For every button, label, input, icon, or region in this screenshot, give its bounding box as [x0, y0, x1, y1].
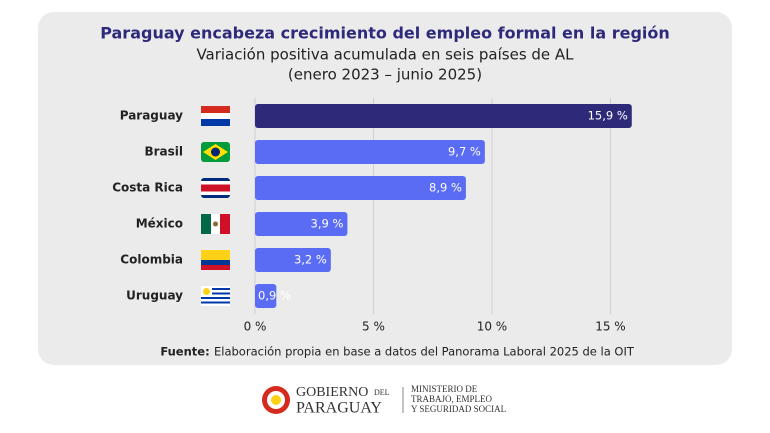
logo: GOBIERNO DEL PARAGUAY MINISTERIO DE TRAB…: [262, 384, 506, 417]
ministry-text: MINISTERIO DE: [411, 384, 478, 394]
flag: [201, 286, 230, 306]
flag: [201, 178, 230, 198]
flag: [201, 214, 230, 234]
y-tick-label: Uruguay: [126, 289, 183, 303]
bar: [255, 104, 632, 128]
y-tick-label: Paraguay: [120, 109, 183, 123]
bar: [255, 140, 485, 164]
value-label: 15,9 %: [588, 109, 628, 123]
ministry-text: Y SEGURIDAD SOCIAL: [411, 404, 506, 414]
flag: [201, 142, 230, 162]
bar: [255, 212, 348, 236]
bar: [255, 284, 277, 308]
logo-text: PARAGUAY: [296, 400, 382, 417]
x-tick-label: 10 %: [477, 320, 508, 334]
value-label: 3,2 %: [294, 253, 327, 267]
x-tick-label: 5 %: [362, 320, 385, 334]
value-label: 0,9 %: [258, 289, 291, 303]
source-text: Elaboración propia en base a datos del P…: [214, 345, 635, 359]
bar: [255, 248, 331, 272]
grid: [254, 98, 611, 314]
value-label: 3,9 %: [311, 217, 344, 231]
flag: [201, 106, 230, 126]
value-label: 8,9 %: [429, 181, 462, 195]
ministry-text: TRABAJO, EMPLEO: [411, 394, 493, 404]
subtitle: (enero 2023 – junio 2025): [288, 66, 482, 84]
logo-text: GOBIERNO: [296, 385, 368, 400]
chart-title: Paraguay encabeza crecimiento del empleo…: [100, 24, 670, 43]
logo-text: DEL: [374, 388, 390, 397]
y-tick-label: Brasil: [144, 145, 183, 159]
y-tick-label: Costa Rica: [112, 181, 183, 195]
y-tick-label: México: [136, 217, 183, 231]
x-tick-label: 0 %: [244, 320, 267, 334]
flag: [201, 250, 230, 270]
y-tick-label: Colombia: [120, 253, 183, 267]
value-label: 9,7 %: [448, 145, 481, 159]
x-tick-label: 15 %: [595, 320, 626, 334]
bar: [255, 176, 466, 200]
subtitle: Variación positiva acumulada en seis paí…: [196, 46, 574, 64]
source-label: Fuente:: [160, 345, 209, 359]
